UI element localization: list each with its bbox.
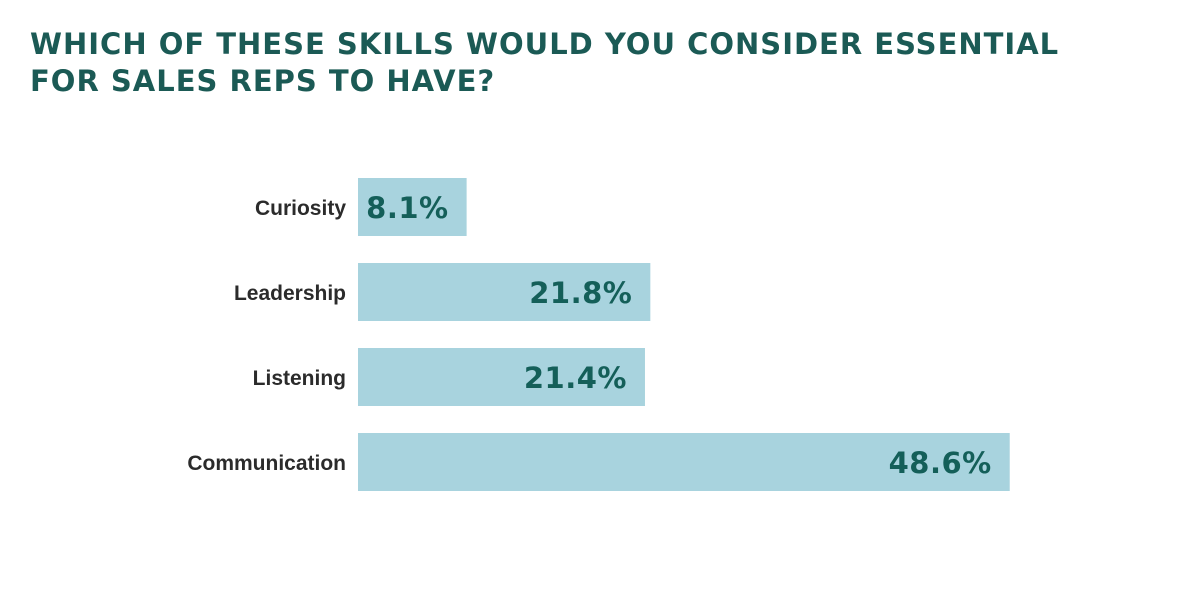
category-label-listening: Listening xyxy=(253,367,346,390)
chart-title: WHICH OF THESE SKILLS WOULD YOU CONSIDER… xyxy=(30,27,1060,98)
category-label-communication: Communication xyxy=(187,452,346,475)
value-label-leadership: 21.8% xyxy=(529,276,632,310)
value-label-listening: 21.4% xyxy=(524,361,627,395)
bar-communication xyxy=(358,433,1010,491)
value-label-curiosity: 8.1% xyxy=(366,191,448,225)
category-label-leadership: Leadership xyxy=(234,282,346,305)
value-label-communication: 48.6% xyxy=(889,446,992,480)
bar-curiosity xyxy=(358,178,467,236)
bar-listening xyxy=(358,348,645,406)
bars-group: Curiosity 8.1% Leadership 21.8% Listening 21.… xyxy=(187,178,1010,491)
category-label-curiosity: Curiosity xyxy=(255,197,346,220)
bar-leadership xyxy=(358,263,651,321)
